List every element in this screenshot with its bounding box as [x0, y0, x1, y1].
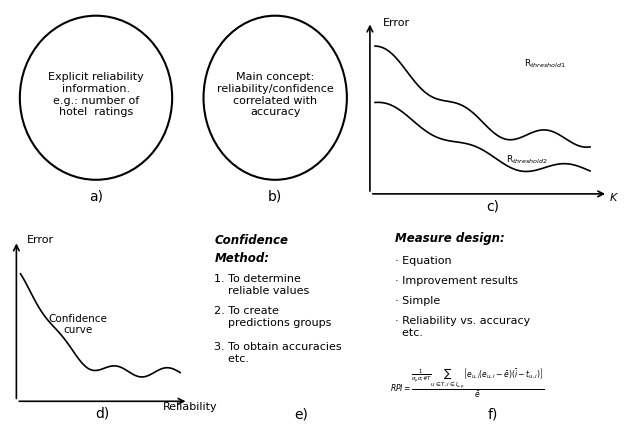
Text: b): b)	[268, 189, 282, 203]
Text: Confidence: Confidence	[214, 233, 289, 247]
Text: $RPI = \dfrac{\frac{1}{\sigma_p\sigma_i \# T} \sum_{u \in T, i \in I_{u,p}} \lef: $RPI = \dfrac{\frac{1}{\sigma_p\sigma_i …	[390, 365, 545, 399]
Text: R$_{threshold2}$: R$_{threshold2}$	[506, 153, 547, 165]
Text: Method:: Method:	[214, 252, 269, 265]
Text: R$_{threshold1}$: R$_{threshold1}$	[524, 58, 565, 70]
Text: · Reliability vs. accuracy
  etc.: · Reliability vs. accuracy etc.	[396, 316, 531, 337]
Text: e): e)	[294, 406, 308, 420]
Text: 3. To obtain accuracies
    etc.: 3. To obtain accuracies etc.	[214, 342, 342, 363]
Text: · Equation: · Equation	[396, 256, 452, 266]
Text: d): d)	[95, 406, 109, 420]
Text: · Improvement results: · Improvement results	[396, 276, 518, 286]
Text: a): a)	[89, 189, 103, 203]
Text: 2. To create
    predictions groups: 2. To create predictions groups	[214, 306, 332, 327]
Text: 1. To determine
    reliable values: 1. To determine reliable values	[214, 273, 310, 295]
Text: Explicit reliability
information.
e.g.: number of
hotel  ratings: Explicit reliability information. e.g.: …	[48, 72, 144, 117]
Text: Reliability: Reliability	[163, 401, 218, 411]
Text: Error: Error	[383, 18, 410, 27]
Text: Error: Error	[27, 234, 54, 244]
Text: · Simple: · Simple	[396, 296, 440, 306]
Text: Measure design:: Measure design:	[396, 232, 505, 245]
Text: K: K	[609, 192, 617, 202]
Text: Main concept:
reliability/confidence
correlated with
accuracy: Main concept: reliability/confidence cor…	[217, 72, 333, 117]
Text: Confidence
curve: Confidence curve	[49, 313, 108, 335]
Text: c): c)	[486, 199, 499, 213]
Text: f): f)	[487, 406, 498, 420]
